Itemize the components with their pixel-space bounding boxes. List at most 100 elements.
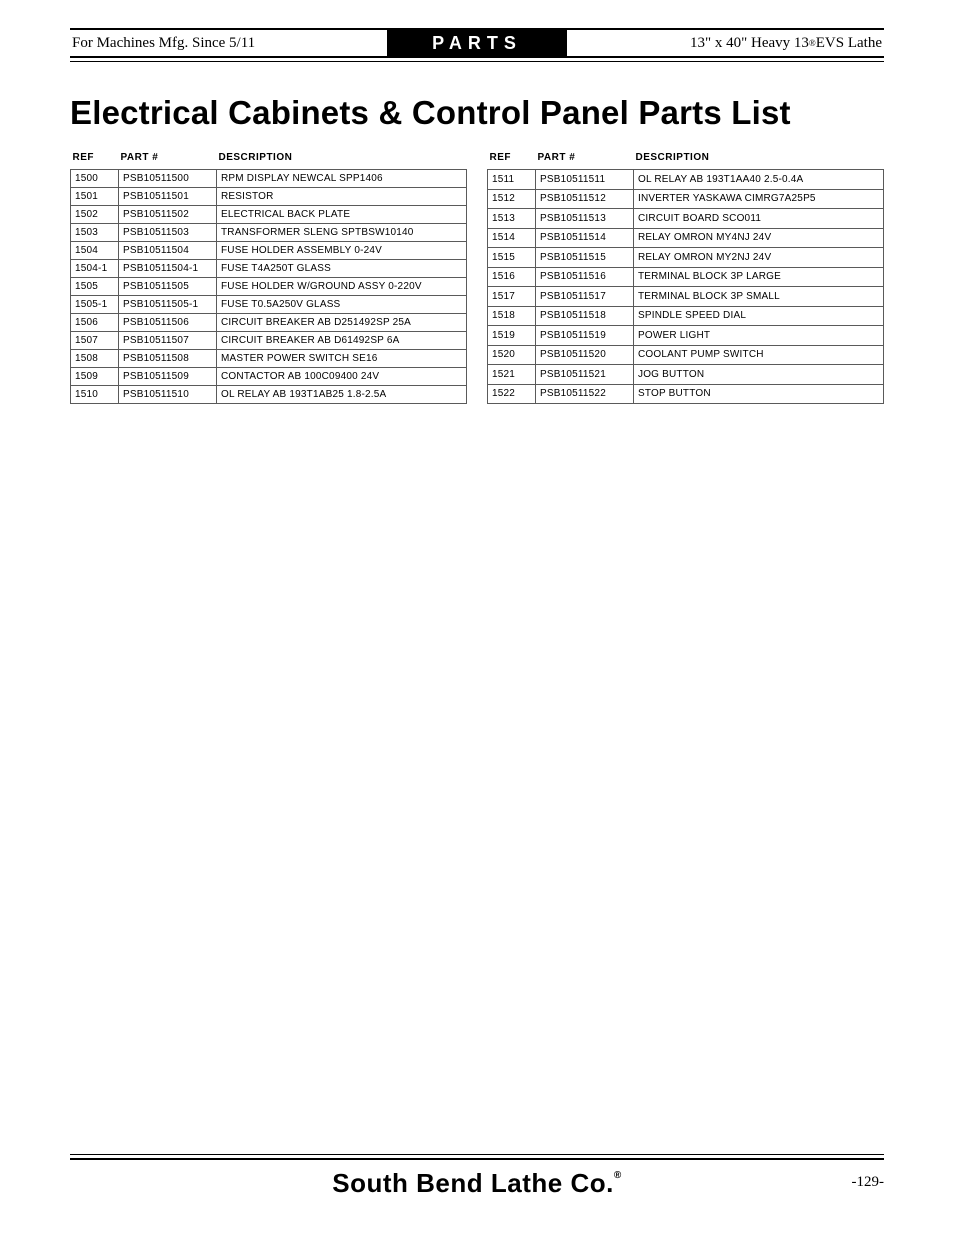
cell-ref: 1505-1 <box>71 296 119 314</box>
cell-ref: 1522 <box>488 384 536 404</box>
cell-part: PSB10511510 <box>119 386 217 404</box>
parts-table-right: REF PART # DESCRIPTION 1511PSB10511511OL… <box>487 152 884 404</box>
header-underline <box>70 60 884 62</box>
page-header: For Machines Mfg. Since 5/11 PARTS 13" x… <box>70 28 884 58</box>
table-row: 1509PSB10511509CONTACTOR AB 100C09400 24… <box>71 368 467 386</box>
col-desc: DESCRIPTION <box>634 152 884 170</box>
cell-desc: OL RELAY AB 193T1AA40 2.5-0.4A <box>634 170 884 190</box>
header-right-text: 13" x 40" Heavy 13® EVS Lathe <box>567 30 884 56</box>
cell-ref: 1507 <box>71 332 119 350</box>
table-body: 1511PSB10511511OL RELAY AB 193T1AA40 2.5… <box>488 170 884 404</box>
cell-part: PSB10511505-1 <box>119 296 217 314</box>
table-row: 1513PSB10511513CIRCUIT BOARD SCO011 <box>488 209 884 229</box>
cell-ref: 1510 <box>71 386 119 404</box>
cell-desc: FUSE T4A250T GLASS <box>217 260 467 278</box>
cell-part: PSB10511514 <box>536 228 634 248</box>
col-ref: REF <box>488 152 536 170</box>
table-head: REF PART # DESCRIPTION <box>488 152 884 170</box>
cell-ref: 1512 <box>488 189 536 209</box>
cell-desc: TERMINAL BLOCK 3P LARGE <box>634 267 884 287</box>
table-row: 1504-1PSB10511504-1FUSE T4A250T GLASS <box>71 260 467 278</box>
footer-brand-text: South Bend Lathe Co. <box>332 1168 614 1198</box>
table-row: 1517PSB10511517TERMINAL BLOCK 3P SMALL <box>488 287 884 307</box>
page-footer: South Bend Lathe Co.® -129- <box>70 1154 884 1199</box>
cell-part: PSB10511517 <box>536 287 634 307</box>
page-title: Electrical Cabinets & Control Panel Part… <box>70 94 884 132</box>
cell-part: PSB10511501 <box>119 188 217 206</box>
cell-ref: 1504 <box>71 242 119 260</box>
table-row: 1516PSB10511516TERMINAL BLOCK 3P LARGE <box>488 267 884 287</box>
cell-part: PSB10511502 <box>119 206 217 224</box>
cell-ref: 1502 <box>71 206 119 224</box>
table-header-row: REF PART # DESCRIPTION <box>488 152 884 170</box>
cell-desc: INVERTER YASKAWA CIMRG7A25P5 <box>634 189 884 209</box>
table-row: 1500PSB10511500RPM DISPLAY NEWCAL SPP140… <box>71 170 467 188</box>
registered-icon: ® <box>809 38 816 48</box>
cell-part: PSB10511518 <box>536 306 634 326</box>
cell-part: PSB10511504 <box>119 242 217 260</box>
cell-ref: 1509 <box>71 368 119 386</box>
cell-desc: FUSE HOLDER ASSEMBLY 0-24V <box>217 242 467 260</box>
header-right-prefix: 13" x 40" Heavy 13 <box>690 35 809 52</box>
footer-row: South Bend Lathe Co.® -129- <box>70 1168 884 1199</box>
cell-desc: CONTACTOR AB 100C09400 24V <box>217 368 467 386</box>
cell-part: PSB10511522 <box>536 384 634 404</box>
cell-ref: 1517 <box>488 287 536 307</box>
cell-desc: SPINDLE SPEED DIAL <box>634 306 884 326</box>
footer-rule-thick <box>70 1158 884 1162</box>
col-desc: DESCRIPTION <box>217 152 467 170</box>
table-row: 1505-1PSB10511505-1FUSE T0.5A250V GLASS <box>71 296 467 314</box>
table-row: 1521PSB10511521JOG BUTTON <box>488 365 884 385</box>
cell-desc: CIRCUIT BREAKER AB D61492SP 6A <box>217 332 467 350</box>
cell-ref: 1500 <box>71 170 119 188</box>
table-row: 1504PSB10511504FUSE HOLDER ASSEMBLY 0-24… <box>71 242 467 260</box>
footer-brand: South Bend Lathe Co.® <box>332 1168 621 1199</box>
table-row: 1520PSB10511520COOLANT PUMP SWITCH <box>488 345 884 365</box>
cell-ref: 1520 <box>488 345 536 365</box>
table-row: 1510PSB10511510OL RELAY AB 193T1AB25 1.8… <box>71 386 467 404</box>
cell-part: PSB10511503 <box>119 224 217 242</box>
table-row: 1515PSB10511515RELAY OMRON MY2NJ 24V <box>488 248 884 268</box>
cell-ref: 1516 <box>488 267 536 287</box>
cell-desc: COOLANT PUMP SWITCH <box>634 345 884 365</box>
cell-part: PSB10511504-1 <box>119 260 217 278</box>
cell-part: PSB10511511 <box>536 170 634 190</box>
table-row: 1507PSB10511507CIRCUIT BREAKER AB D61492… <box>71 332 467 350</box>
col-part: PART # <box>536 152 634 170</box>
table-row: 1506PSB10511506CIRCUIT BREAKER AB D25149… <box>71 314 467 332</box>
cell-part: PSB10511521 <box>536 365 634 385</box>
cell-part: PSB10511506 <box>119 314 217 332</box>
cell-desc: ELECTRICAL BACK PLATE <box>217 206 467 224</box>
cell-ref: 1506 <box>71 314 119 332</box>
table-head: REF PART # DESCRIPTION <box>71 152 467 170</box>
table-row: 1522PSB10511522STOP BUTTON <box>488 384 884 404</box>
cell-desc: TRANSFORMER SLENG SPTBSW10140 <box>217 224 467 242</box>
header-right-suffix: EVS Lathe <box>816 35 882 52</box>
cell-part: PSB10511508 <box>119 350 217 368</box>
table-row: 1502PSB10511502ELECTRICAL BACK PLATE <box>71 206 467 224</box>
header-section-label: PARTS <box>387 30 567 56</box>
cell-ref: 1503 <box>71 224 119 242</box>
cell-ref: 1521 <box>488 365 536 385</box>
cell-ref: 1504-1 <box>71 260 119 278</box>
cell-desc: JOG BUTTON <box>634 365 884 385</box>
cell-desc: RELAY OMRON MY4NJ 24V <box>634 228 884 248</box>
table-row: 1518PSB10511518SPINDLE SPEED DIAL <box>488 306 884 326</box>
parts-tables-container: REF PART # DESCRIPTION 1500PSB10511500RP… <box>70 152 884 404</box>
table-row: 1512PSB10511512INVERTER YASKAWA CIMRG7A2… <box>488 189 884 209</box>
table-row: 1508PSB10511508MASTER POWER SWITCH SE16 <box>71 350 467 368</box>
cell-part: PSB10511509 <box>119 368 217 386</box>
table-row: 1501PSB10511501RESISTOR <box>71 188 467 206</box>
cell-ref: 1508 <box>71 350 119 368</box>
cell-desc: TERMINAL BLOCK 3P SMALL <box>634 287 884 307</box>
cell-desc: OL RELAY AB 193T1AB25 1.8-2.5A <box>217 386 467 404</box>
footer-page-number: -129- <box>852 1174 885 1191</box>
cell-ref: 1501 <box>71 188 119 206</box>
cell-ref: 1514 <box>488 228 536 248</box>
registered-icon: ® <box>614 1170 622 1181</box>
cell-part: PSB10511519 <box>536 326 634 346</box>
table-row: 1503PSB10511503TRANSFORMER SLENG SPTBSW1… <box>71 224 467 242</box>
cell-ref: 1513 <box>488 209 536 229</box>
cell-part: PSB10511500 <box>119 170 217 188</box>
table-row: 1514PSB10511514RELAY OMRON MY4NJ 24V <box>488 228 884 248</box>
